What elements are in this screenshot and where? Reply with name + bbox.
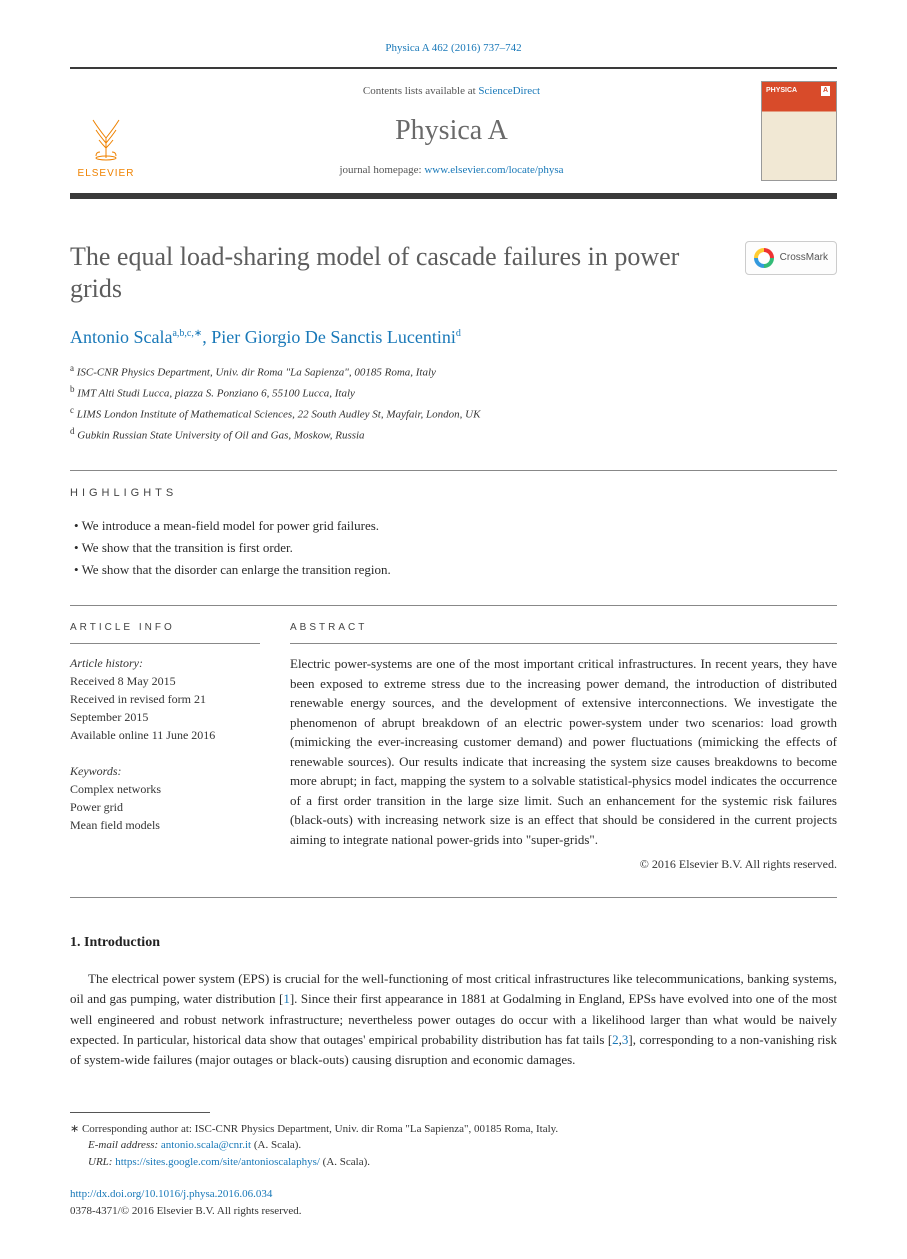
article-info: article info Article history: Received 8… [70,620,260,873]
history-received: Received 8 May 2015 [70,672,260,690]
elsevier-tree-icon [78,108,134,164]
contents-prefix: Contents lists available at [363,85,478,97]
article-title: The equal load-sharing model of cascade … [70,241,725,306]
issn-line: 0378-4371/© 2016 Elsevier B.V. All right… [70,1205,302,1217]
info-abstract-row: article info Article history: Received 8… [70,620,837,873]
affiliations: a ISC-CNR Physics Department, Univ. dir … [70,361,837,446]
homepage-link[interactable]: www.elsevier.com/locate/physa [424,164,563,176]
title-row: The equal load-sharing model of cascade … [70,241,837,306]
highlight-item: We show that the disorder can enlarge th… [74,559,837,581]
url-link[interactable]: https://sites.google.com/site/antoniosca… [115,1156,320,1168]
divider [70,897,837,898]
author-1[interactable]: Antonio Scala [70,327,172,347]
corr-text: Corresponding author at: ISC-CNR Physics… [82,1123,558,1135]
corresponding-note: ∗ Corresponding author at: ISC-CNR Physi… [70,1121,837,1138]
history-label: Article history: [70,654,260,672]
affil-b: b IMT Alti Studi Lucca, piazza S. Ponzia… [70,382,837,403]
affil-c: c LIMS London Institute of Mathematical … [70,403,837,424]
highlights-label: highlights [70,485,837,502]
history-revised: Received in revised form 21 September 20… [70,690,260,726]
crossmark-badge[interactable]: CrossMark [745,241,837,275]
authors: Antonio Scalaa,b,c,∗, Pier Giorgio De Sa… [70,324,837,351]
divider [70,470,837,471]
email-note: E-mail address: antonio.scala@cnr.it (A.… [70,1137,837,1154]
highlight-item: We introduce a mean-field model for powe… [74,515,837,537]
homepage-prefix: journal homepage: [339,164,424,176]
crossmark-icon [754,248,774,268]
url-note: URL: https://sites.google.com/site/anton… [70,1154,837,1171]
journal-header: ELSEVIER Contents lists available at Sci… [70,67,837,199]
footnote-rule [70,1112,210,1113]
abstract-label: abstract [290,620,837,644]
abstract-text: Electric power-systems are one of the mo… [290,654,837,849]
author-sep: , [202,327,211,347]
author-2[interactable]: Pier Giorgio De Sanctis Lucentini [211,327,456,347]
url-label: URL: [88,1156,112,1168]
keywords-label: Keywords: [70,762,260,780]
introduction-para: The electrical power system (EPS) is cru… [70,969,837,1070]
corr-star: ∗ [70,1123,79,1135]
abstract-copyright: © 2016 Elsevier B.V. All rights reserved… [290,855,837,873]
article-info-label: article info [70,620,260,644]
email-label: E-mail address: [88,1139,158,1151]
author-2-affil: d [456,328,461,339]
url-suffix: (A. Scala). [320,1156,370,1168]
email-suffix: (A. Scala). [251,1139,301,1151]
doi-link[interactable]: http://dx.doi.org/10.1016/j.physa.2016.0… [70,1188,272,1200]
doi-block: http://dx.doi.org/10.1016/j.physa.2016.0… [70,1186,837,1219]
elsevier-text: ELSEVIER [78,166,135,181]
keyword: Power grid [70,798,260,816]
keyword: Mean field models [70,816,260,834]
citation: Physica A 462 (2016) 737–742 [70,40,837,57]
introduction-heading: 1. Introduction [70,932,837,953]
affil-d: d Gubkin Russian State University of Oil… [70,424,837,445]
journal-name: Physica A [156,110,747,152]
abstract: abstract Electric power-systems are one … [290,620,837,873]
journal-cover-icon [761,81,837,181]
keyword: Complex networks [70,780,260,798]
history-online: Available online 11 June 2016 [70,726,260,744]
header-center: Contents lists available at ScienceDirec… [156,81,747,181]
email-link[interactable]: antonio.scala@cnr.it [161,1139,251,1151]
elsevier-logo: ELSEVIER [70,81,142,181]
homepage-line: journal homepage: www.elsevier.com/locat… [156,162,747,179]
sciencedirect-link[interactable]: ScienceDirect [478,85,540,97]
highlights-list: We introduce a mean-field model for powe… [70,515,837,581]
contents-line: Contents lists available at ScienceDirec… [156,83,747,100]
highlight-item: We show that the transition is first ord… [74,537,837,559]
crossmark-label: CrossMark [780,250,828,265]
divider [70,605,837,606]
author-1-affil: a,b,c,∗ [172,328,202,339]
affil-a: a ISC-CNR Physics Department, Univ. dir … [70,361,837,382]
